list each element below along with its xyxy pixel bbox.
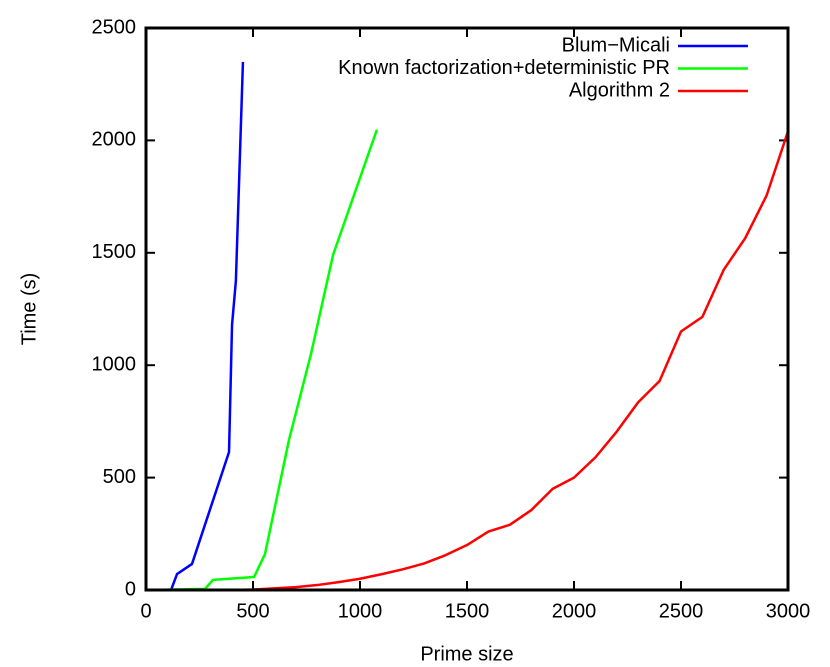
legend-label: Blum−Micali (562, 34, 670, 56)
x-axis-label: Prime size (420, 643, 513, 665)
y-tick-label: 1500 (92, 241, 137, 263)
y-axis-label: Time (s) (18, 273, 40, 346)
x-tick-label: 2500 (659, 600, 704, 622)
x-tick-label: 1500 (445, 600, 490, 622)
y-tick-label: 2000 (92, 129, 137, 151)
legend-label: Algorithm 2 (569, 79, 670, 101)
y-tick-label: 0 (125, 578, 136, 600)
legend-label: Known factorization+deterministic PR (338, 57, 670, 79)
plot-frame (144, 26, 790, 592)
x-tick-label: 1000 (338, 600, 383, 622)
x-tick-label: 0 (140, 600, 151, 622)
series-line (169, 61, 245, 591)
x-tick-label: 2000 (552, 600, 597, 622)
y-tick-label: 500 (103, 466, 136, 488)
series-line (150, 129, 379, 592)
y-tick-label: 1000 (92, 353, 137, 375)
x-tick-label: 500 (236, 600, 269, 622)
y-tick-label: 2500 (92, 16, 137, 38)
series-line (231, 131, 790, 592)
x-tick-label: 3000 (766, 600, 811, 622)
